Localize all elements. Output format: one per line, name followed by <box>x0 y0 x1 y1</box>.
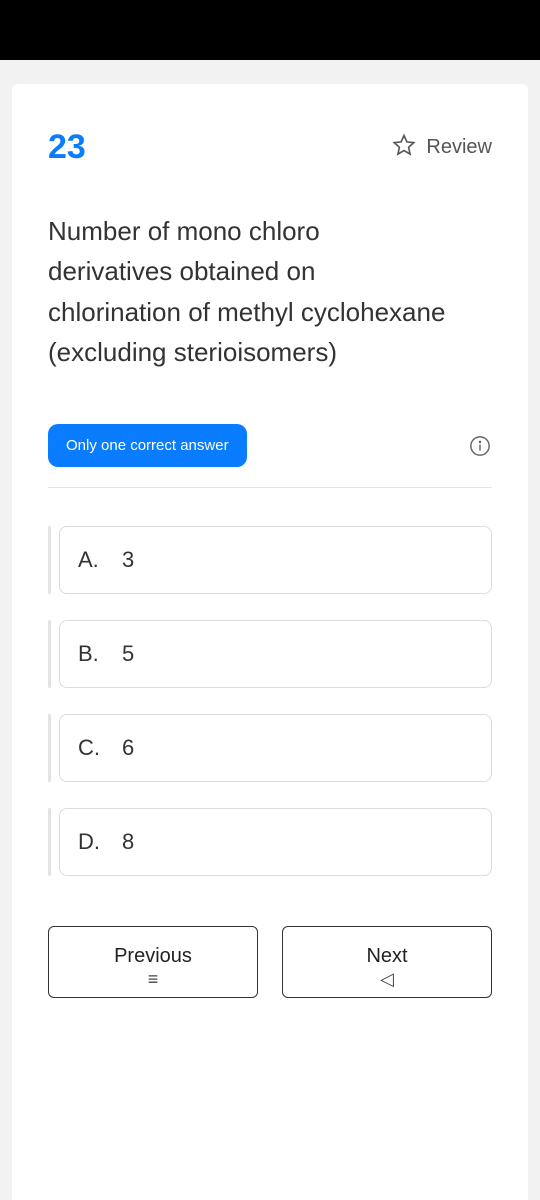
question-text: Number of mono chloro derivatives obtain… <box>48 211 448 372</box>
option-side-indicator <box>48 714 51 782</box>
info-icon[interactable] <box>468 434 492 458</box>
option-a[interactable]: A. 3 <box>48 526 492 594</box>
option-value: 8 <box>122 829 134 855</box>
nav-row: Previous ≡ Next ◁ <box>48 926 492 998</box>
question-card: 23 Review Number of mono chloro derivati… <box>12 84 528 1200</box>
question-number: 23 <box>48 128 86 167</box>
options-list: A. 3 B. 5 C. 6 D. <box>48 526 492 876</box>
next-button[interactable]: Next ◁ <box>282 926 492 998</box>
answer-type-badge: Only one correct answer <box>48 424 247 467</box>
page-background: 23 Review Number of mono chloro derivati… <box>0 60 540 1200</box>
option-letter: A. <box>78 547 104 573</box>
back-triangle-icon: ◁ <box>380 970 394 994</box>
option-value: 3 <box>122 547 134 573</box>
badge-row: Only one correct answer <box>48 424 492 467</box>
previous-button[interactable]: Previous ≡ <box>48 926 258 998</box>
option-value: 5 <box>122 641 134 667</box>
header-row: 23 Review <box>48 128 492 167</box>
review-label: Review <box>426 136 492 159</box>
option-side-indicator <box>48 808 51 876</box>
option-letter: C. <box>78 735 104 761</box>
option-letter: B. <box>78 641 104 667</box>
option-box[interactable]: C. 6 <box>59 714 492 782</box>
option-value: 6 <box>122 735 134 761</box>
next-label: Next <box>366 945 407 968</box>
divider <box>48 487 492 488</box>
review-toggle[interactable]: Review <box>392 133 492 162</box>
previous-label: Previous <box>114 945 192 968</box>
status-bar <box>0 0 540 60</box>
option-c[interactable]: C. 6 <box>48 714 492 782</box>
option-box[interactable]: A. 3 <box>59 526 492 594</box>
option-side-indicator <box>48 620 51 688</box>
option-box[interactable]: B. 5 <box>59 620 492 688</box>
star-icon <box>392 133 416 162</box>
option-side-indicator <box>48 526 51 594</box>
option-b[interactable]: B. 5 <box>48 620 492 688</box>
option-d[interactable]: D. 8 <box>48 808 492 876</box>
option-box[interactable]: D. 8 <box>59 808 492 876</box>
option-letter: D. <box>78 829 104 855</box>
menu-lines-icon: ≡ <box>148 970 159 994</box>
